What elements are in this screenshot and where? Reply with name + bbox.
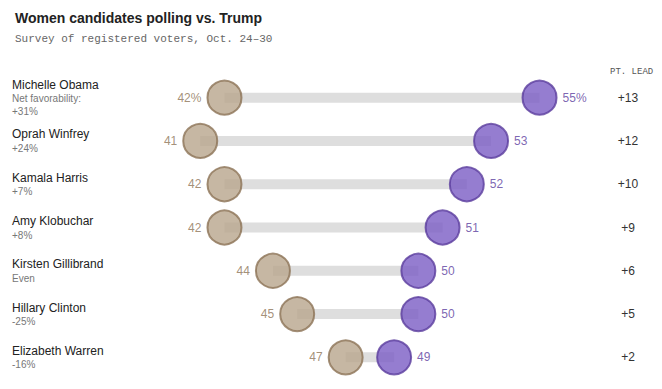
svg-text:+31%: +31% [12,106,38,117]
svg-text:+5: +5 [621,307,635,321]
svg-text:+8%: +8% [12,230,32,241]
svg-text:+24%: +24% [12,143,38,154]
svg-text:Oprah Winfrey: Oprah Winfrey [12,127,89,141]
svg-text:-16%: -16% [12,359,35,370]
svg-text:44: 44 [237,264,251,278]
svg-text:42%: 42% [177,91,201,105]
svg-text:42: 42 [188,177,202,191]
svg-text:42: 42 [188,221,202,235]
svg-text:-25%: -25% [12,316,35,327]
svg-text:Amy Klobuchar: Amy Klobuchar [12,214,93,228]
svg-text:+12: +12 [618,134,639,148]
svg-text:+9: +9 [621,221,635,235]
svg-text:Net favorability:: Net favorability: [12,93,81,104]
svg-text:PT. LEAD: PT. LEAD [610,67,653,77]
svg-text:49: 49 [417,350,431,364]
svg-text:45: 45 [261,307,275,321]
svg-text:+6: +6 [621,264,635,278]
svg-text:Hillary Clinton: Hillary Clinton [12,301,86,315]
svg-text:55%: 55% [563,91,587,105]
svg-text:51: 51 [466,221,480,235]
svg-text:50: 50 [441,307,455,321]
svg-text:Kirsten Gillibrand: Kirsten Gillibrand [12,257,103,271]
svg-text:Even: Even [12,273,35,284]
svg-text:52: 52 [490,177,504,191]
svg-text:Elizabeth Warren: Elizabeth Warren [12,344,104,358]
svg-text:+13: +13 [618,91,639,105]
svg-text:+2: +2 [621,350,635,364]
svg-text:Women candidates polling vs. T: Women candidates polling vs. Trump [15,10,262,26]
svg-text:50: 50 [441,264,455,278]
svg-text:+7%: +7% [12,186,32,197]
svg-text:Survey of registered voters, O: Survey of registered voters, Oct. 24–30 [15,33,272,45]
svg-text:Kamala Harris: Kamala Harris [12,171,88,185]
svg-text:41: 41 [164,134,178,148]
svg-text:Michelle Obama: Michelle Obama [12,78,99,92]
svg-text:53: 53 [514,134,528,148]
svg-text:+10: +10 [618,177,639,191]
svg-text:47: 47 [309,350,323,364]
